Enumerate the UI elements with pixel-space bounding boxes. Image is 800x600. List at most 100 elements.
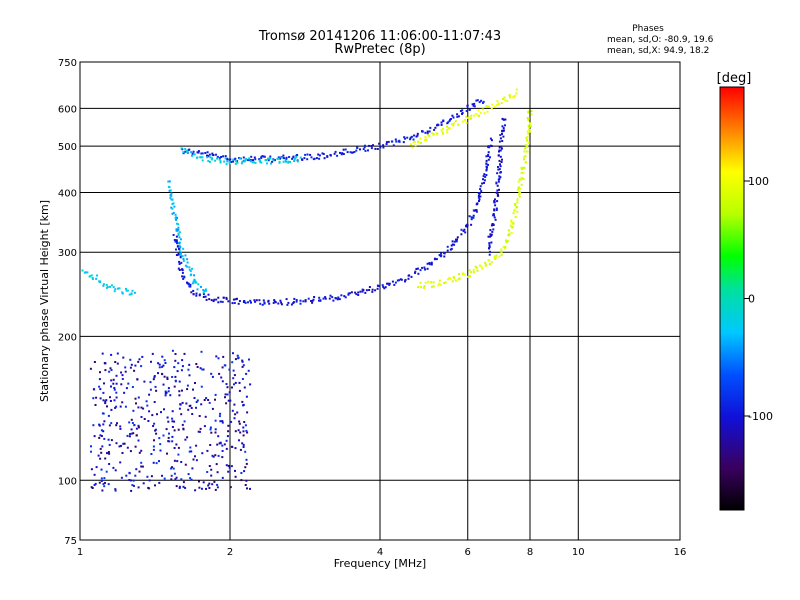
data-point <box>187 282 190 285</box>
data-point <box>175 228 178 231</box>
data-point <box>414 270 417 273</box>
data-point <box>498 188 500 191</box>
data-point <box>168 440 171 443</box>
data-point <box>285 298 288 301</box>
data-point <box>432 281 435 284</box>
data-point <box>304 299 307 302</box>
data-point <box>263 301 266 304</box>
data-point <box>132 484 135 487</box>
data-point <box>230 420 233 423</box>
data-point <box>334 150 337 153</box>
data-point <box>241 378 244 380</box>
y-tick-label: 75 <box>64 536 77 547</box>
y-tick-label: 400 <box>58 188 77 199</box>
data-point <box>430 281 433 284</box>
data-point <box>493 257 496 260</box>
data-point <box>435 132 438 135</box>
data-point <box>179 256 182 259</box>
data-point <box>115 374 118 377</box>
data-point <box>178 231 181 234</box>
data-point <box>267 157 270 160</box>
data-point <box>417 272 420 275</box>
data-point <box>245 429 248 432</box>
data-point <box>383 287 386 290</box>
data-point <box>102 423 105 426</box>
data-point <box>379 146 382 149</box>
data-point <box>133 369 136 372</box>
data-point <box>192 280 195 283</box>
data-point <box>115 405 118 408</box>
data-point <box>128 293 131 296</box>
data-point <box>128 479 131 481</box>
data-point <box>211 483 214 486</box>
data-point <box>212 455 215 458</box>
data-point <box>195 406 197 409</box>
data-point <box>509 224 512 227</box>
data-point <box>451 243 454 246</box>
data-point <box>322 153 325 155</box>
data-point <box>516 201 519 204</box>
data-point <box>500 254 503 257</box>
data-point <box>143 380 146 383</box>
data-point <box>312 298 315 301</box>
data-point <box>202 289 205 292</box>
data-point <box>241 400 244 403</box>
data-point <box>508 234 511 236</box>
data-point <box>166 376 169 379</box>
data-point <box>182 259 185 262</box>
data-point <box>131 484 134 487</box>
data-point <box>453 243 456 246</box>
data-point <box>274 301 277 304</box>
data-point <box>206 151 209 154</box>
data-point <box>293 158 296 161</box>
data-point <box>107 451 110 453</box>
data-point <box>472 104 475 107</box>
data-point <box>211 153 214 156</box>
data-point <box>153 422 156 425</box>
data-point <box>166 452 168 455</box>
data-point <box>104 369 107 372</box>
x-axis-ticks: 1 2 4 6 8 10 16 <box>77 547 687 558</box>
data-point <box>495 191 498 194</box>
data-point <box>140 416 143 418</box>
data-point <box>234 358 237 361</box>
data-point <box>413 134 416 137</box>
data-point <box>421 266 424 269</box>
data-point <box>180 478 183 481</box>
data-point <box>95 277 98 280</box>
data-point <box>177 267 180 270</box>
data-point <box>497 180 500 183</box>
data-point <box>266 162 268 165</box>
data-point <box>288 156 291 158</box>
data-point <box>110 385 112 388</box>
data-point <box>387 282 390 285</box>
data-point <box>323 157 326 160</box>
data-point <box>219 160 222 163</box>
data-point <box>203 425 206 428</box>
data-point <box>128 435 131 438</box>
data-point <box>501 158 503 161</box>
data-point <box>502 127 505 130</box>
data-point <box>93 473 96 476</box>
data-point <box>342 153 345 155</box>
data-point <box>103 477 106 480</box>
data-point <box>446 245 449 248</box>
data-point <box>228 162 231 165</box>
data-point <box>344 296 347 299</box>
data-point <box>206 156 209 159</box>
data-point <box>239 431 242 434</box>
data-point <box>282 160 285 163</box>
data-point <box>486 110 489 113</box>
data-point <box>147 486 150 489</box>
data-point <box>477 109 480 112</box>
data-point <box>170 194 173 197</box>
x-tick-label: 8 <box>527 547 533 558</box>
data-point <box>487 163 489 166</box>
data-point <box>512 96 515 99</box>
data-point <box>200 385 203 388</box>
data-point <box>353 151 356 153</box>
data-point <box>490 234 493 237</box>
data-point <box>432 133 435 136</box>
data-point <box>527 111 530 114</box>
data-point <box>479 195 482 198</box>
